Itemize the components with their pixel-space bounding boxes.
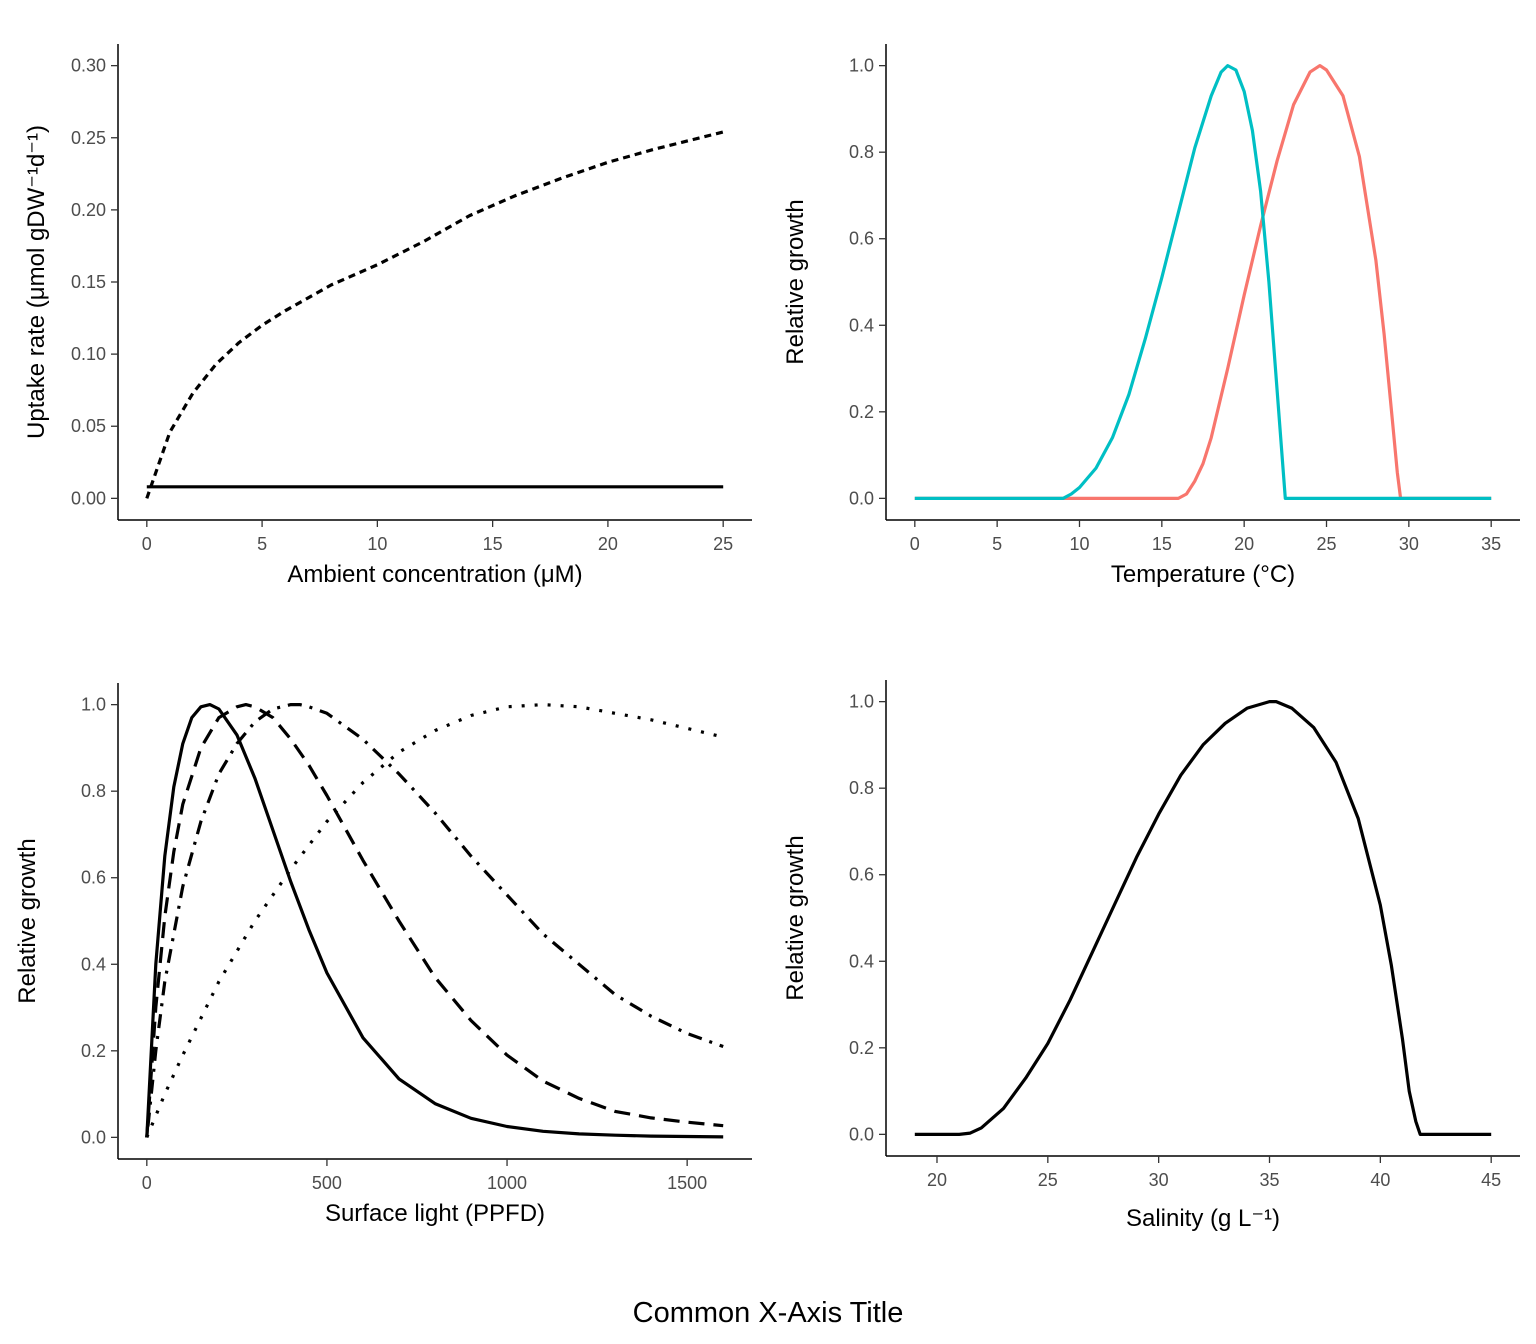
y-axis-title: Uptake rate (μmol gDW⁻¹d⁻¹): [23, 125, 50, 439]
x-tick-label: 20: [927, 1170, 947, 1190]
panel-temperature: 0 5 10 15 20 25 30 35 0.0 0.2 0.4 0.6 0.8 1.0 Temperat…: [782, 44, 1520, 588]
x-axis-title: Salinity (g L⁻¹): [1126, 1205, 1280, 1232]
y-tick-label: 0.10: [71, 344, 106, 364]
x-tick-label: 35: [1259, 1170, 1279, 1190]
x-tick-label: 45: [1481, 1170, 1501, 1190]
y-tick-label: 0.8: [849, 778, 874, 798]
y-tick-label: 0.25: [71, 128, 106, 148]
y-tick-label: 0.2: [81, 1041, 106, 1061]
x-tick-label: 40: [1370, 1170, 1390, 1190]
y-axis-title: Relative growth: [14, 838, 41, 1003]
x-tick-label: 35: [1481, 534, 1501, 554]
x-tick-label: 30: [1399, 534, 1419, 554]
y-tick-label: 0.00: [71, 488, 106, 508]
x-tick-label: 500: [312, 1173, 342, 1193]
x-tick-label: 25: [1038, 1170, 1058, 1190]
x-tick-label: 30: [1149, 1170, 1169, 1190]
y-axis-title: Relative growth: [782, 835, 809, 1000]
y-tick-label: 1.0: [849, 692, 874, 712]
y-tick-label: 0.6: [849, 229, 874, 249]
x-tick-label: 1000: [487, 1173, 527, 1193]
y-tick-label: 0.2: [849, 402, 874, 422]
common-x-axis-title: Common X-Axis Title: [633, 1297, 904, 1329]
x-tick-label: 20: [1234, 534, 1254, 554]
panel-uptake-rate: 0 5 10 15 20 25 0.00 0.05 0.10 0.15 0.20 0.25 0.30 Am…: [23, 44, 752, 588]
y-axis-title: Relative growth: [782, 199, 809, 364]
x-tick-label: 15: [483, 534, 503, 554]
y-tick-label: 0.0: [849, 488, 874, 508]
x-tick-label: 5: [257, 534, 267, 554]
x-tick-label: 5: [992, 534, 1002, 554]
x-tick-label: 15: [1152, 534, 1172, 554]
x-tick-label: 20: [598, 534, 618, 554]
series-line-1: [914, 63, 1492, 500]
y-tick-label: 0.6: [81, 868, 106, 888]
y-tick-label: 0.4: [81, 954, 106, 974]
y-tick-label: 0.6: [849, 865, 874, 885]
panel-salinity: 20 25 30 35 40 45 0.0 0.2 0.4 0.6 0.8 1.0 Salinity (…: [782, 680, 1520, 1232]
x-tick-label: 25: [1316, 534, 1336, 554]
x-tick-label: 1500: [667, 1173, 707, 1193]
x-tick-label: 0: [142, 1173, 152, 1193]
series-line-1: [914, 699, 1492, 1137]
x-axis-title: Ambient concentration (μM): [287, 561, 582, 588]
x-axis-title: Surface light (PPFD): [325, 1200, 545, 1227]
x-tick-label: 0: [142, 534, 152, 554]
y-tick-label: 0.4: [849, 315, 874, 335]
y-tick-label: 0.05: [71, 416, 106, 436]
x-tick-label: 0: [910, 534, 920, 554]
y-tick-label: 0.30: [71, 56, 106, 76]
y-tick-label: 0.0: [81, 1127, 106, 1147]
series-line-1: [145, 702, 724, 1139]
series-line-2: [145, 702, 724, 1138]
panel-surface-light: 0 500 1000 1500 0.0 0.2 0.4 0.6 0.8 1.0 Surface li…: [14, 683, 752, 1227]
y-tick-label: 0.8: [81, 781, 106, 801]
y-tick-label: 1.0: [849, 56, 874, 76]
y-tick-label: 0.4: [849, 951, 874, 971]
series-line-2: [914, 63, 1492, 500]
y-tick-label: 0.15: [71, 272, 106, 292]
x-tick-label: 25: [713, 534, 733, 554]
x-tick-label: 10: [367, 534, 387, 554]
x-tick-label: 10: [1069, 534, 1089, 554]
y-tick-label: 0.2: [849, 1038, 874, 1058]
y-tick-label: 0.0: [849, 1124, 874, 1144]
y-tick-label: 0.20: [71, 200, 106, 220]
y-tick-label: 1.0: [81, 695, 106, 715]
series-line-1: [145, 130, 724, 499]
series-line-4: [145, 702, 724, 1139]
series-line-3: [145, 702, 724, 1138]
x-axis-title: Temperature (°C): [1111, 561, 1295, 588]
y-tick-label: 0.8: [849, 142, 874, 162]
